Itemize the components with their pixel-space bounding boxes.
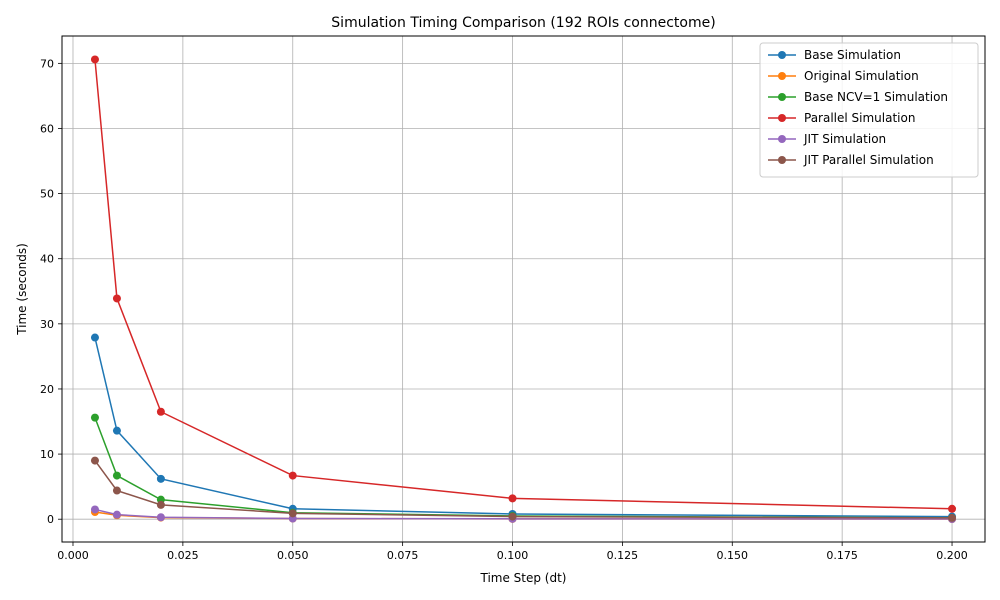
legend-label: JIT Simulation xyxy=(803,132,886,146)
y-tick-label: 50 xyxy=(40,188,54,201)
data-point xyxy=(90,505,99,514)
legend-label: Base NCV=1 Simulation xyxy=(804,90,948,104)
data-point xyxy=(288,471,297,480)
series-line-0 xyxy=(94,337,953,518)
y-tick-label: 0 xyxy=(47,513,54,526)
data-point xyxy=(288,509,297,518)
data-point xyxy=(508,494,517,503)
y-tick-label: 10 xyxy=(40,448,54,461)
legend-label: Base Simulation xyxy=(804,48,901,62)
data-point xyxy=(90,333,99,342)
x-tick-label: 0.025 xyxy=(167,549,199,562)
legend-label: Parallel Simulation xyxy=(804,111,915,125)
legend: Base Simulation Original Simulation Base N… xyxy=(759,42,979,178)
data-point xyxy=(508,512,517,521)
y-tick-label: 60 xyxy=(40,122,54,135)
data-point xyxy=(948,513,957,522)
x-tick-label: 0.175 xyxy=(826,549,858,562)
legend-swatch-marker xyxy=(778,114,786,122)
x-tick-label: 0.100 xyxy=(497,549,529,562)
x-tick-label: 0.150 xyxy=(717,549,749,562)
y-tick-label: 40 xyxy=(40,253,54,266)
series-line-3 xyxy=(94,59,953,510)
axis-ticks: 0.000 0.025 0.050 0.075 0.100 0.125 0.150 0.175… xyxy=(40,57,968,562)
chart-title: Simulation Timing Comparison (192 ROIs c… xyxy=(331,15,715,31)
data-point xyxy=(112,426,121,435)
plot-frame xyxy=(61,35,986,543)
y-tick-label: 20 xyxy=(40,383,54,396)
legend-label: JIT Parallel Simulation xyxy=(803,153,934,167)
x-tick-label: 0.125 xyxy=(607,549,639,562)
y-axis-title: Time (seconds) xyxy=(15,243,29,336)
data-point xyxy=(948,504,957,513)
series-group xyxy=(90,55,957,524)
y-tick-label: 30 xyxy=(40,318,54,331)
x-tick-label: 0.200 xyxy=(936,549,968,562)
legend-swatch-marker xyxy=(778,93,786,101)
legend-box xyxy=(759,42,979,178)
data-point xyxy=(156,500,165,509)
x-tick-label: 0.000 xyxy=(57,549,89,562)
series-line-5 xyxy=(94,460,953,519)
data-point xyxy=(112,294,121,303)
legend-label: Original Simulation xyxy=(804,69,919,83)
legend-swatch-marker xyxy=(778,156,786,164)
data-point xyxy=(90,413,99,422)
data-point xyxy=(112,486,121,495)
data-point xyxy=(112,471,121,480)
data-point xyxy=(112,510,121,519)
data-point xyxy=(156,513,165,522)
x-axis-title: Time Step (dt) xyxy=(479,571,566,585)
data-point xyxy=(90,55,99,64)
data-point xyxy=(156,407,165,416)
x-tick-label: 0.075 xyxy=(387,549,419,562)
legend-swatch-marker xyxy=(778,51,786,59)
legend-swatch-marker xyxy=(778,135,786,143)
data-point xyxy=(90,456,99,465)
data-point xyxy=(156,474,165,483)
x-tick-label: 0.050 xyxy=(277,549,309,562)
legend-swatch-marker xyxy=(778,72,786,80)
y-tick-label: 70 xyxy=(40,57,54,70)
